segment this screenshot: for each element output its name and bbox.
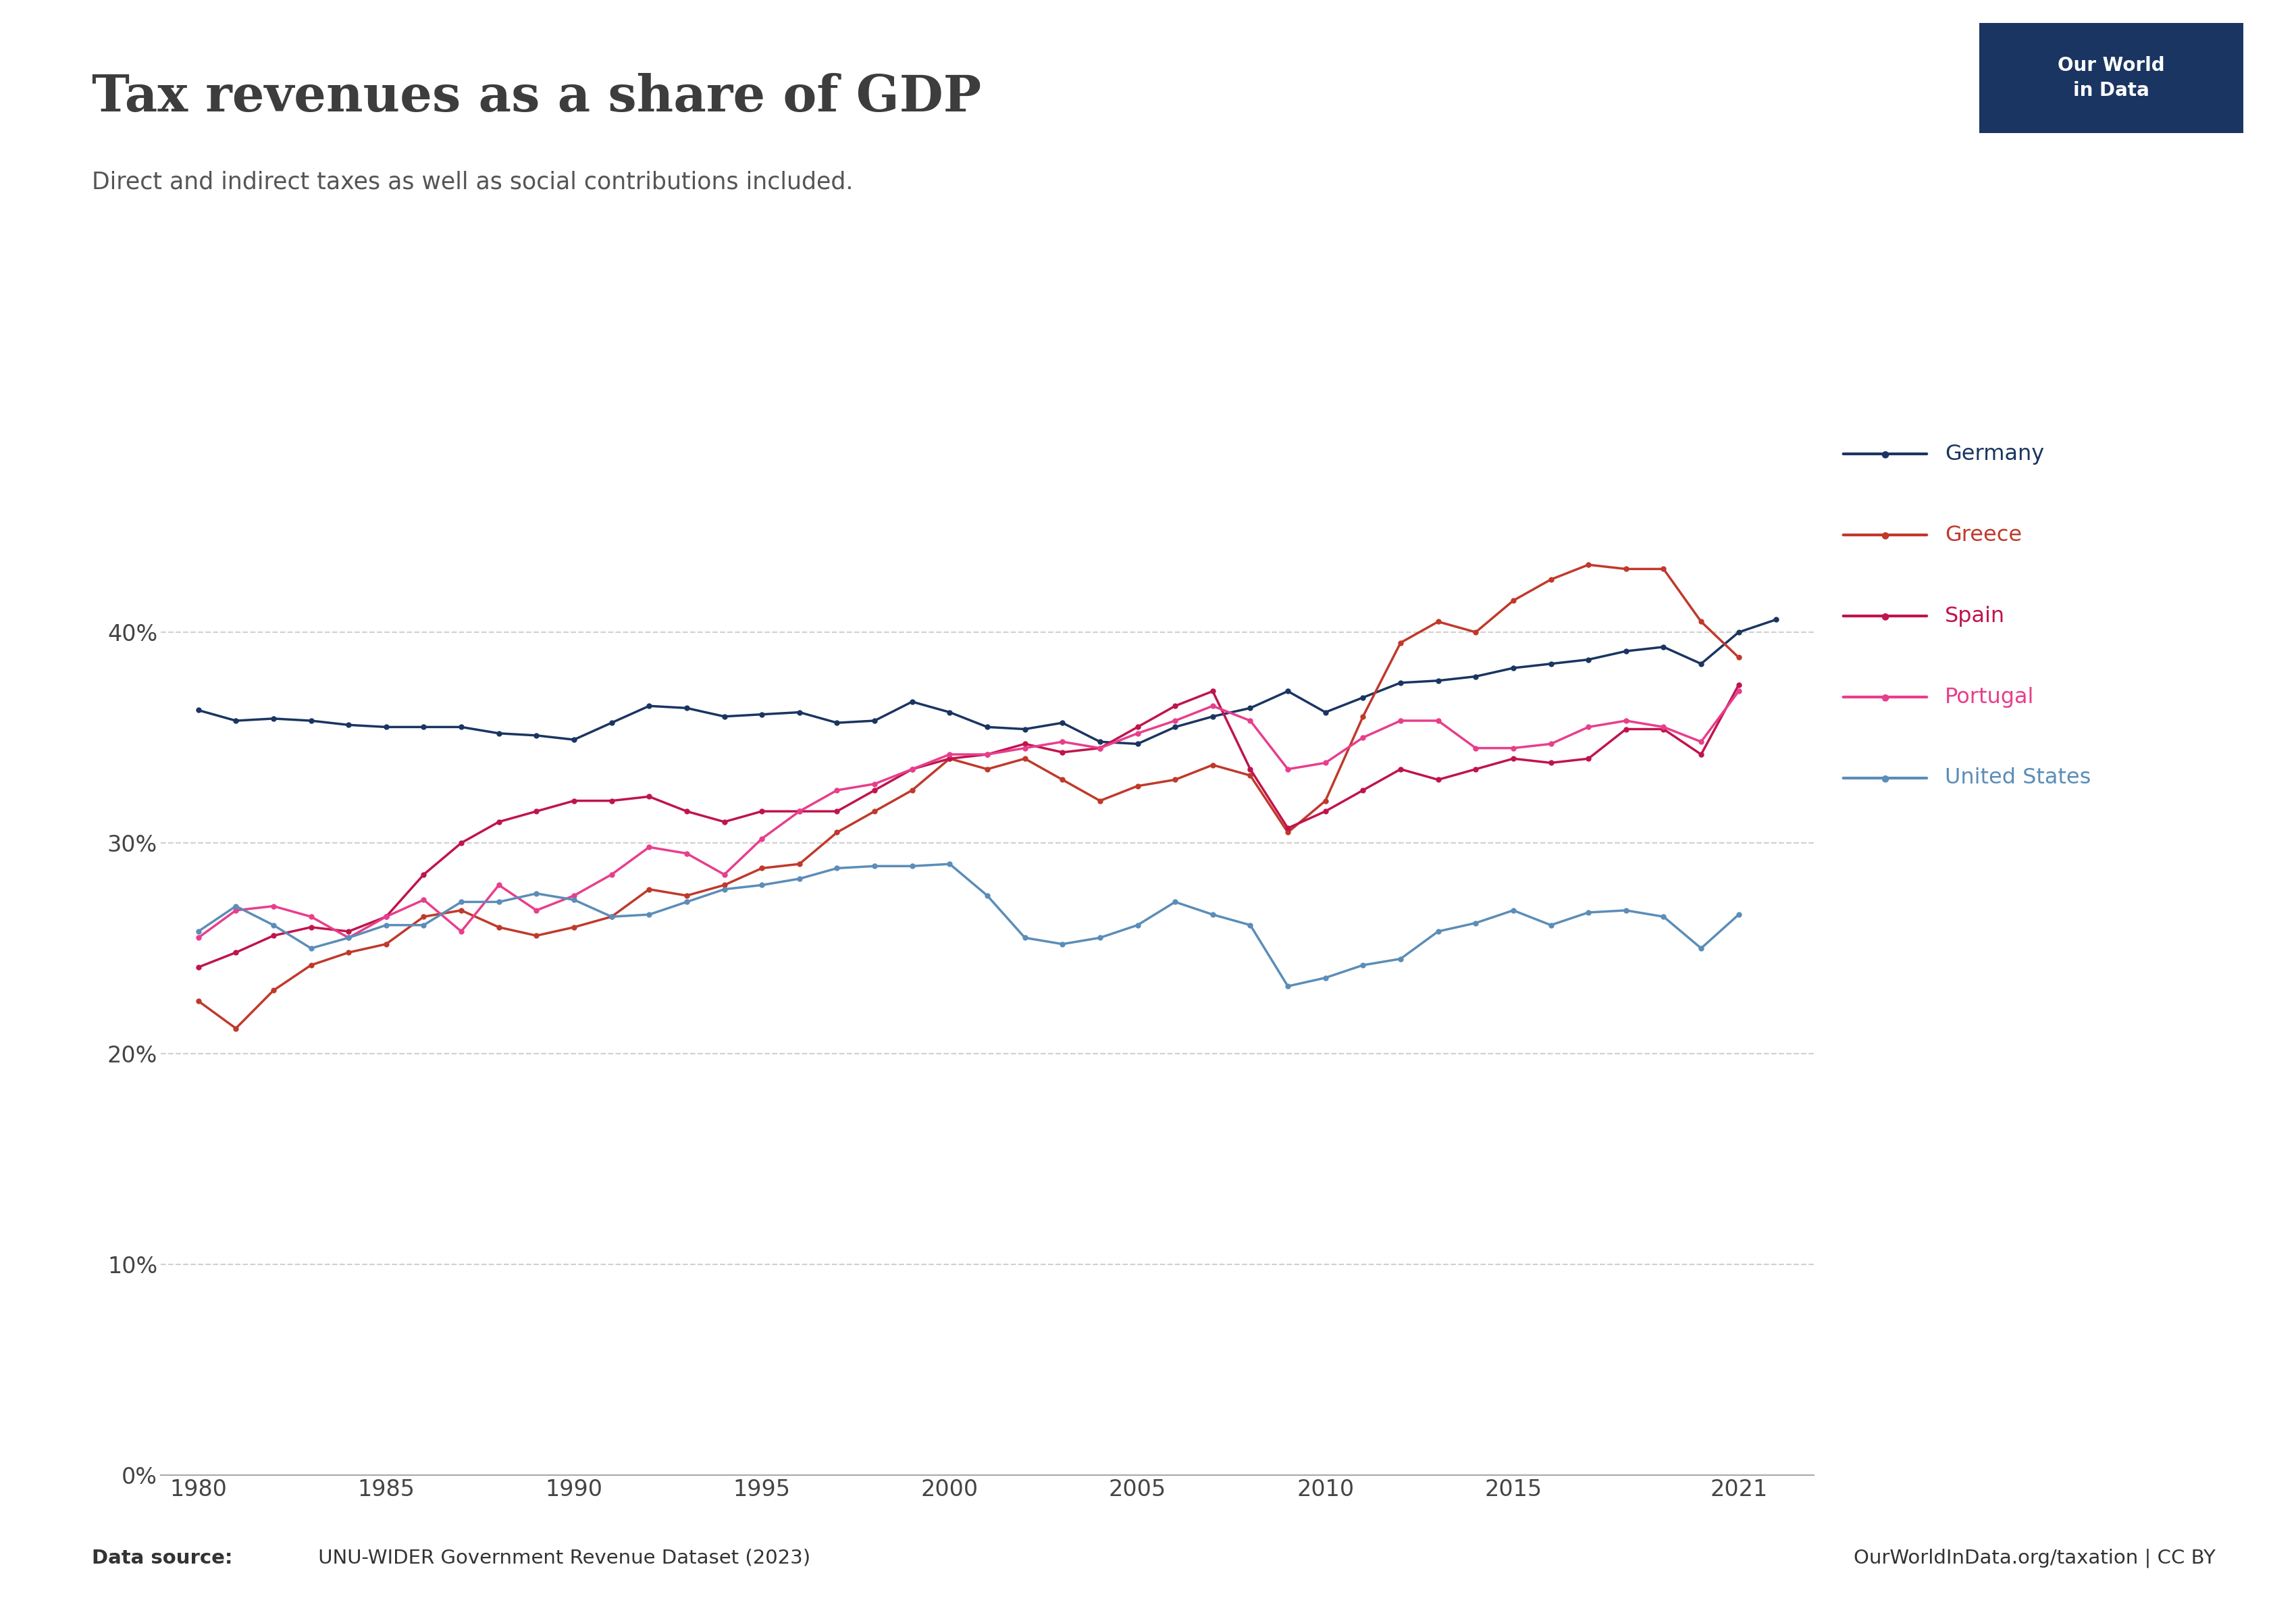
Text: United States: United States [1945, 768, 2092, 788]
Text: Data source:: Data source: [92, 1548, 232, 1568]
Text: Germany: Germany [1945, 444, 2043, 464]
Text: OurWorldInData.org/taxation | CC BY: OurWorldInData.org/taxation | CC BY [1853, 1548, 2216, 1568]
Text: ●: ● [1880, 611, 1890, 621]
Text: UNU-WIDER Government Revenue Dataset (2023): UNU-WIDER Government Revenue Dataset (20… [312, 1548, 810, 1568]
Text: ●: ● [1880, 773, 1890, 783]
Text: ●: ● [1880, 449, 1890, 459]
Text: Direct and indirect taxes as well as social contributions included.: Direct and indirect taxes as well as soc… [92, 170, 854, 193]
Text: Spain: Spain [1945, 606, 2004, 626]
Text: Tax revenues as a share of GDP: Tax revenues as a share of GDP [92, 73, 980, 122]
Text: Portugal: Portugal [1945, 687, 2034, 707]
Text: ●: ● [1880, 530, 1890, 540]
Text: Greece: Greece [1945, 525, 2023, 545]
Text: ●: ● [1880, 692, 1890, 702]
Text: Our World
in Data: Our World in Data [2057, 55, 2165, 99]
